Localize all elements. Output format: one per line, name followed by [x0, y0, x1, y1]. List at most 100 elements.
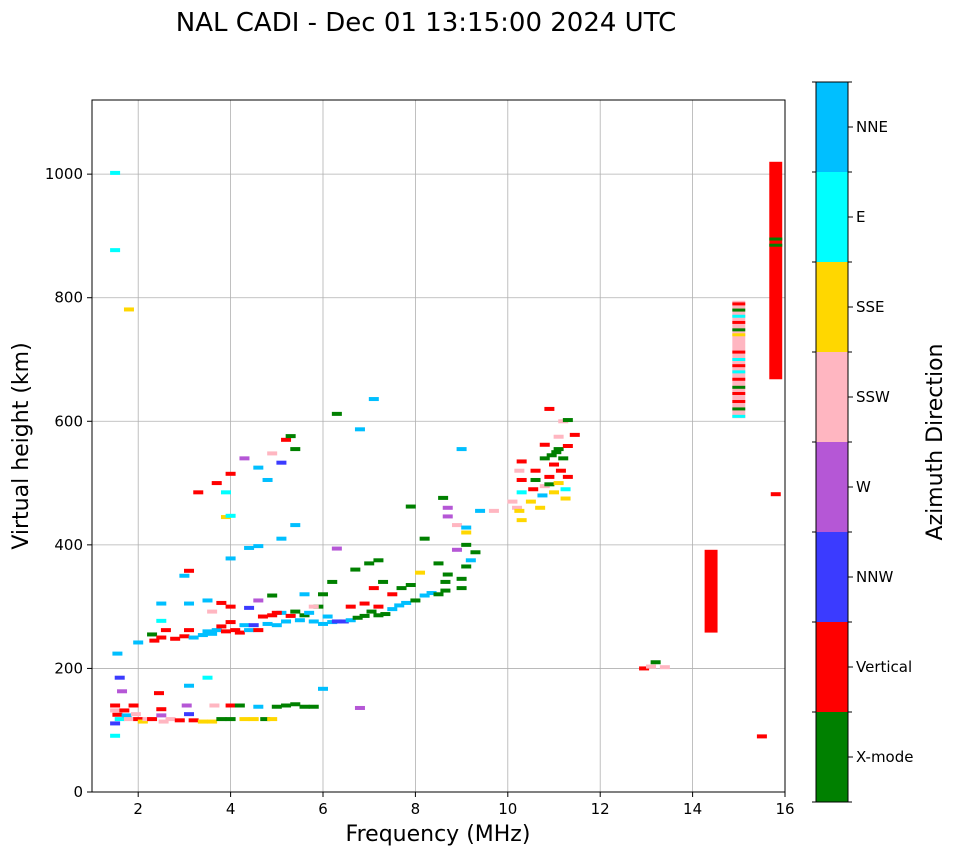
- data-point: [299, 592, 310, 597]
- data-point: [732, 385, 746, 389]
- data-point: [276, 536, 287, 541]
- data-point: [639, 666, 650, 671]
- data-point: [352, 615, 363, 620]
- data-point: [442, 514, 453, 519]
- data-point: [281, 619, 292, 624]
- data-point: [276, 460, 287, 465]
- data-point: [285, 613, 296, 618]
- data-point: [512, 505, 523, 510]
- colorbar-tick-label: E: [856, 208, 865, 226]
- data-point: [160, 628, 171, 633]
- data-point: [230, 628, 241, 633]
- data-point: [569, 432, 580, 437]
- data-point: [732, 350, 746, 354]
- data-point: [553, 447, 564, 452]
- data-point: [514, 468, 525, 473]
- data-point: [110, 721, 121, 726]
- data-point: [732, 377, 746, 381]
- colorbar-segment: [816, 172, 848, 262]
- data-point: [220, 629, 231, 634]
- data-point: [378, 579, 389, 584]
- data-point: [544, 406, 555, 411]
- data-point: [156, 635, 167, 640]
- colorbar-frame: [815, 81, 849, 803]
- data-point: [225, 471, 236, 476]
- y-tick-label: 1000: [45, 165, 83, 183]
- data-point: [188, 635, 199, 640]
- data-point: [262, 621, 273, 626]
- data-point: [234, 703, 245, 708]
- data-point: [239, 623, 250, 628]
- data-point: [359, 613, 370, 618]
- data-point: [461, 530, 472, 535]
- data-point: [271, 704, 282, 709]
- data-point: [128, 703, 139, 708]
- data-point: [560, 496, 571, 501]
- y-tick-label: 200: [54, 659, 83, 677]
- data-point: [732, 328, 746, 332]
- data-point: [179, 634, 190, 639]
- data-point: [225, 604, 236, 609]
- data-point: [732, 407, 746, 411]
- data-point: [410, 598, 421, 603]
- data-point: [387, 607, 398, 612]
- data-point: [770, 492, 781, 497]
- data-point: [442, 505, 453, 510]
- data-point: [345, 618, 356, 623]
- data-point: [359, 601, 370, 606]
- data-point: [470, 550, 481, 555]
- data-point: [366, 609, 377, 614]
- data-point: [290, 447, 301, 452]
- data-point: [551, 450, 562, 455]
- data-point: [553, 434, 564, 439]
- data-point: [405, 504, 416, 509]
- data-point: [267, 717, 278, 722]
- data-point: [225, 717, 236, 722]
- data-point: [216, 717, 227, 722]
- data-point: [170, 636, 181, 641]
- x-tick-label: 12: [591, 800, 610, 818]
- data-point: [220, 490, 231, 495]
- data-point: [149, 638, 160, 643]
- colorbar-segment: [816, 82, 848, 172]
- data-point: [415, 570, 426, 575]
- data-point: [114, 675, 125, 680]
- data-point: [451, 523, 462, 528]
- data-point: [262, 477, 273, 482]
- data-point: [322, 614, 333, 619]
- data-point: [193, 490, 204, 495]
- data-point: [318, 621, 328, 626]
- data-point: [308, 604, 319, 609]
- data-point: [650, 660, 661, 665]
- data-point: [442, 572, 453, 577]
- y-tick-label: 0: [73, 783, 83, 801]
- data-point: [562, 444, 573, 448]
- data-point: [253, 704, 264, 709]
- data-point: [110, 703, 121, 708]
- data-point: [769, 237, 783, 241]
- data-point: [539, 442, 550, 447]
- data-point: [197, 633, 208, 638]
- data-point: [387, 592, 398, 597]
- data-point: [544, 482, 555, 487]
- data-point: [354, 705, 365, 710]
- data-point: [345, 604, 356, 609]
- data-point: [732, 391, 746, 395]
- data-point: [732, 314, 746, 318]
- data-point: [659, 665, 670, 670]
- data-point: [732, 370, 746, 374]
- data-point: [216, 600, 227, 605]
- data-point: [380, 612, 391, 617]
- data-point: [174, 718, 185, 723]
- data-point: [184, 712, 195, 717]
- data-point: [555, 468, 566, 473]
- data-point: [525, 499, 536, 504]
- data-point: [299, 613, 310, 618]
- data-point: [373, 613, 384, 618]
- data-point: [488, 508, 499, 513]
- data-point: [271, 610, 282, 615]
- data-point: [202, 629, 213, 634]
- data-point: [112, 651, 123, 656]
- data-point: [530, 477, 541, 482]
- data-point: [516, 459, 527, 464]
